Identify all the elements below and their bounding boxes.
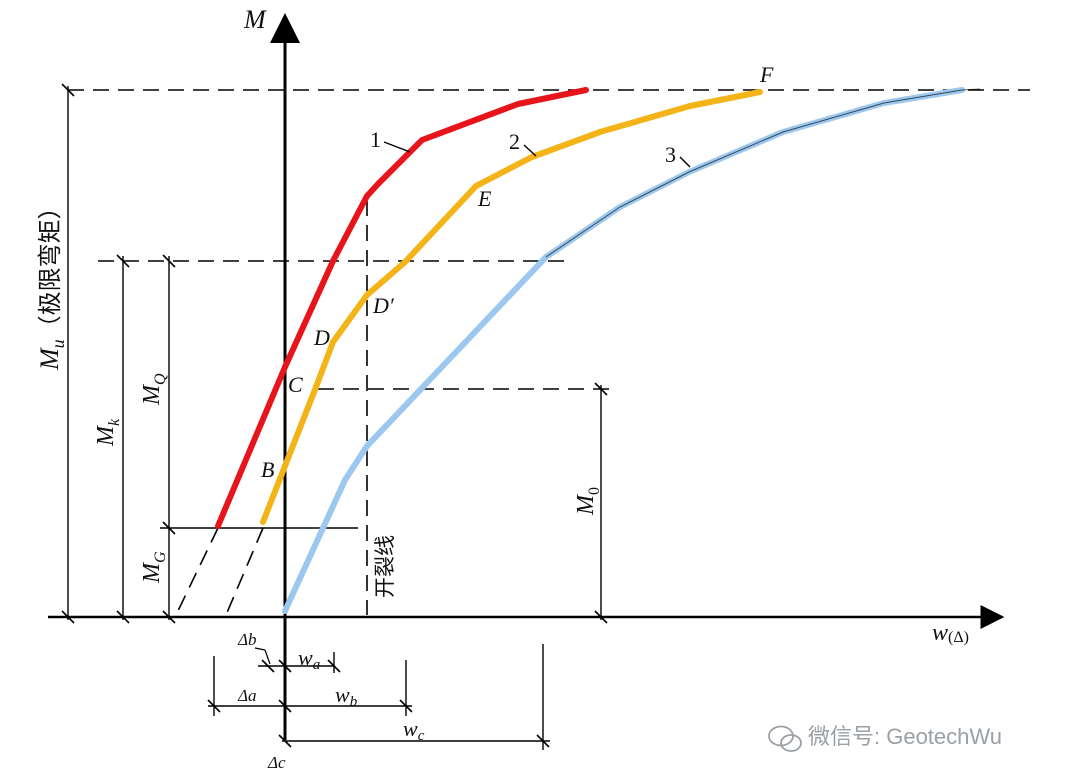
mu-tick-bottom xyxy=(61,610,75,624)
y-axis-label: M xyxy=(243,5,267,34)
mk-tick-bottom xyxy=(116,610,130,624)
cracking-line-label: 开裂线 xyxy=(374,535,397,598)
wc-tick-left xyxy=(278,734,292,748)
curve-1-leader xyxy=(383,141,411,153)
wechat-icon xyxy=(768,725,802,752)
curve-2 xyxy=(260,89,763,525)
curve-3-leader xyxy=(679,156,691,168)
mu-label: Mu（极限弯矩） xyxy=(35,195,68,371)
curve-3-outline xyxy=(545,88,981,258)
curve-2-extension xyxy=(225,527,264,616)
m0-tick-top xyxy=(594,382,608,396)
svg-text:MG: MG xyxy=(139,551,169,584)
svg-text:M0: M0 xyxy=(573,487,603,516)
curve-2-label: 2 xyxy=(509,129,520,154)
mu-tick-top xyxy=(61,83,75,97)
w-b-label: wb xyxy=(335,682,358,710)
mq-tick-bottom xyxy=(162,610,176,624)
wb-tick-mid xyxy=(278,699,292,713)
delta-c-label: Δc xyxy=(267,753,286,772)
watermark: 微信号: GeotechWu xyxy=(768,724,1002,752)
point-f-label: F xyxy=(759,62,774,87)
wc-tick-right xyxy=(536,734,550,748)
curve-3 xyxy=(282,87,965,614)
delta-b-leader-down xyxy=(264,649,271,665)
delta-b-leader xyxy=(254,647,266,651)
wa-tick-mid xyxy=(278,659,292,673)
m0-tick-bottom xyxy=(594,610,608,624)
delta-a-label: Δa xyxy=(237,686,256,705)
point-c-label: C xyxy=(288,372,303,397)
x-axis-label: w(Δ) xyxy=(932,620,969,646)
watermark-text: 微信号: GeotechWu xyxy=(808,724,1002,749)
svg-text:Mk: Mk xyxy=(93,418,123,447)
curve-2-leader xyxy=(523,144,537,157)
mk-tick-top xyxy=(116,254,130,268)
wa-tick-left xyxy=(261,659,275,673)
point-e-label: E xyxy=(477,186,492,211)
w-a-label: wa xyxy=(298,645,320,673)
mq-label: MQ xyxy=(139,373,169,406)
mq-tick-mid xyxy=(162,521,176,535)
mg-label: MG xyxy=(139,551,169,584)
mk-label: Mk xyxy=(93,418,123,447)
curve-1 xyxy=(215,87,589,529)
m0-label: M0 xyxy=(573,487,603,516)
curve-1-label: 1 xyxy=(370,127,381,152)
point-d-prime-label: D′ xyxy=(372,293,395,318)
mq-tick-top xyxy=(162,254,176,268)
point-b-label: B xyxy=(261,457,274,482)
w-c-label: wc xyxy=(403,716,425,744)
point-d-label: D xyxy=(313,325,330,350)
delta-b-label: Δb xyxy=(237,630,256,649)
wb-tick-right xyxy=(399,699,413,713)
curve-1-extension xyxy=(175,527,219,616)
wb-tick-left xyxy=(207,699,221,713)
curve-3-label: 3 xyxy=(665,142,676,167)
svg-text:MQ: MQ xyxy=(139,373,169,406)
svg-text:Mu（极限弯矩）: Mu（极限弯矩） xyxy=(35,195,68,371)
